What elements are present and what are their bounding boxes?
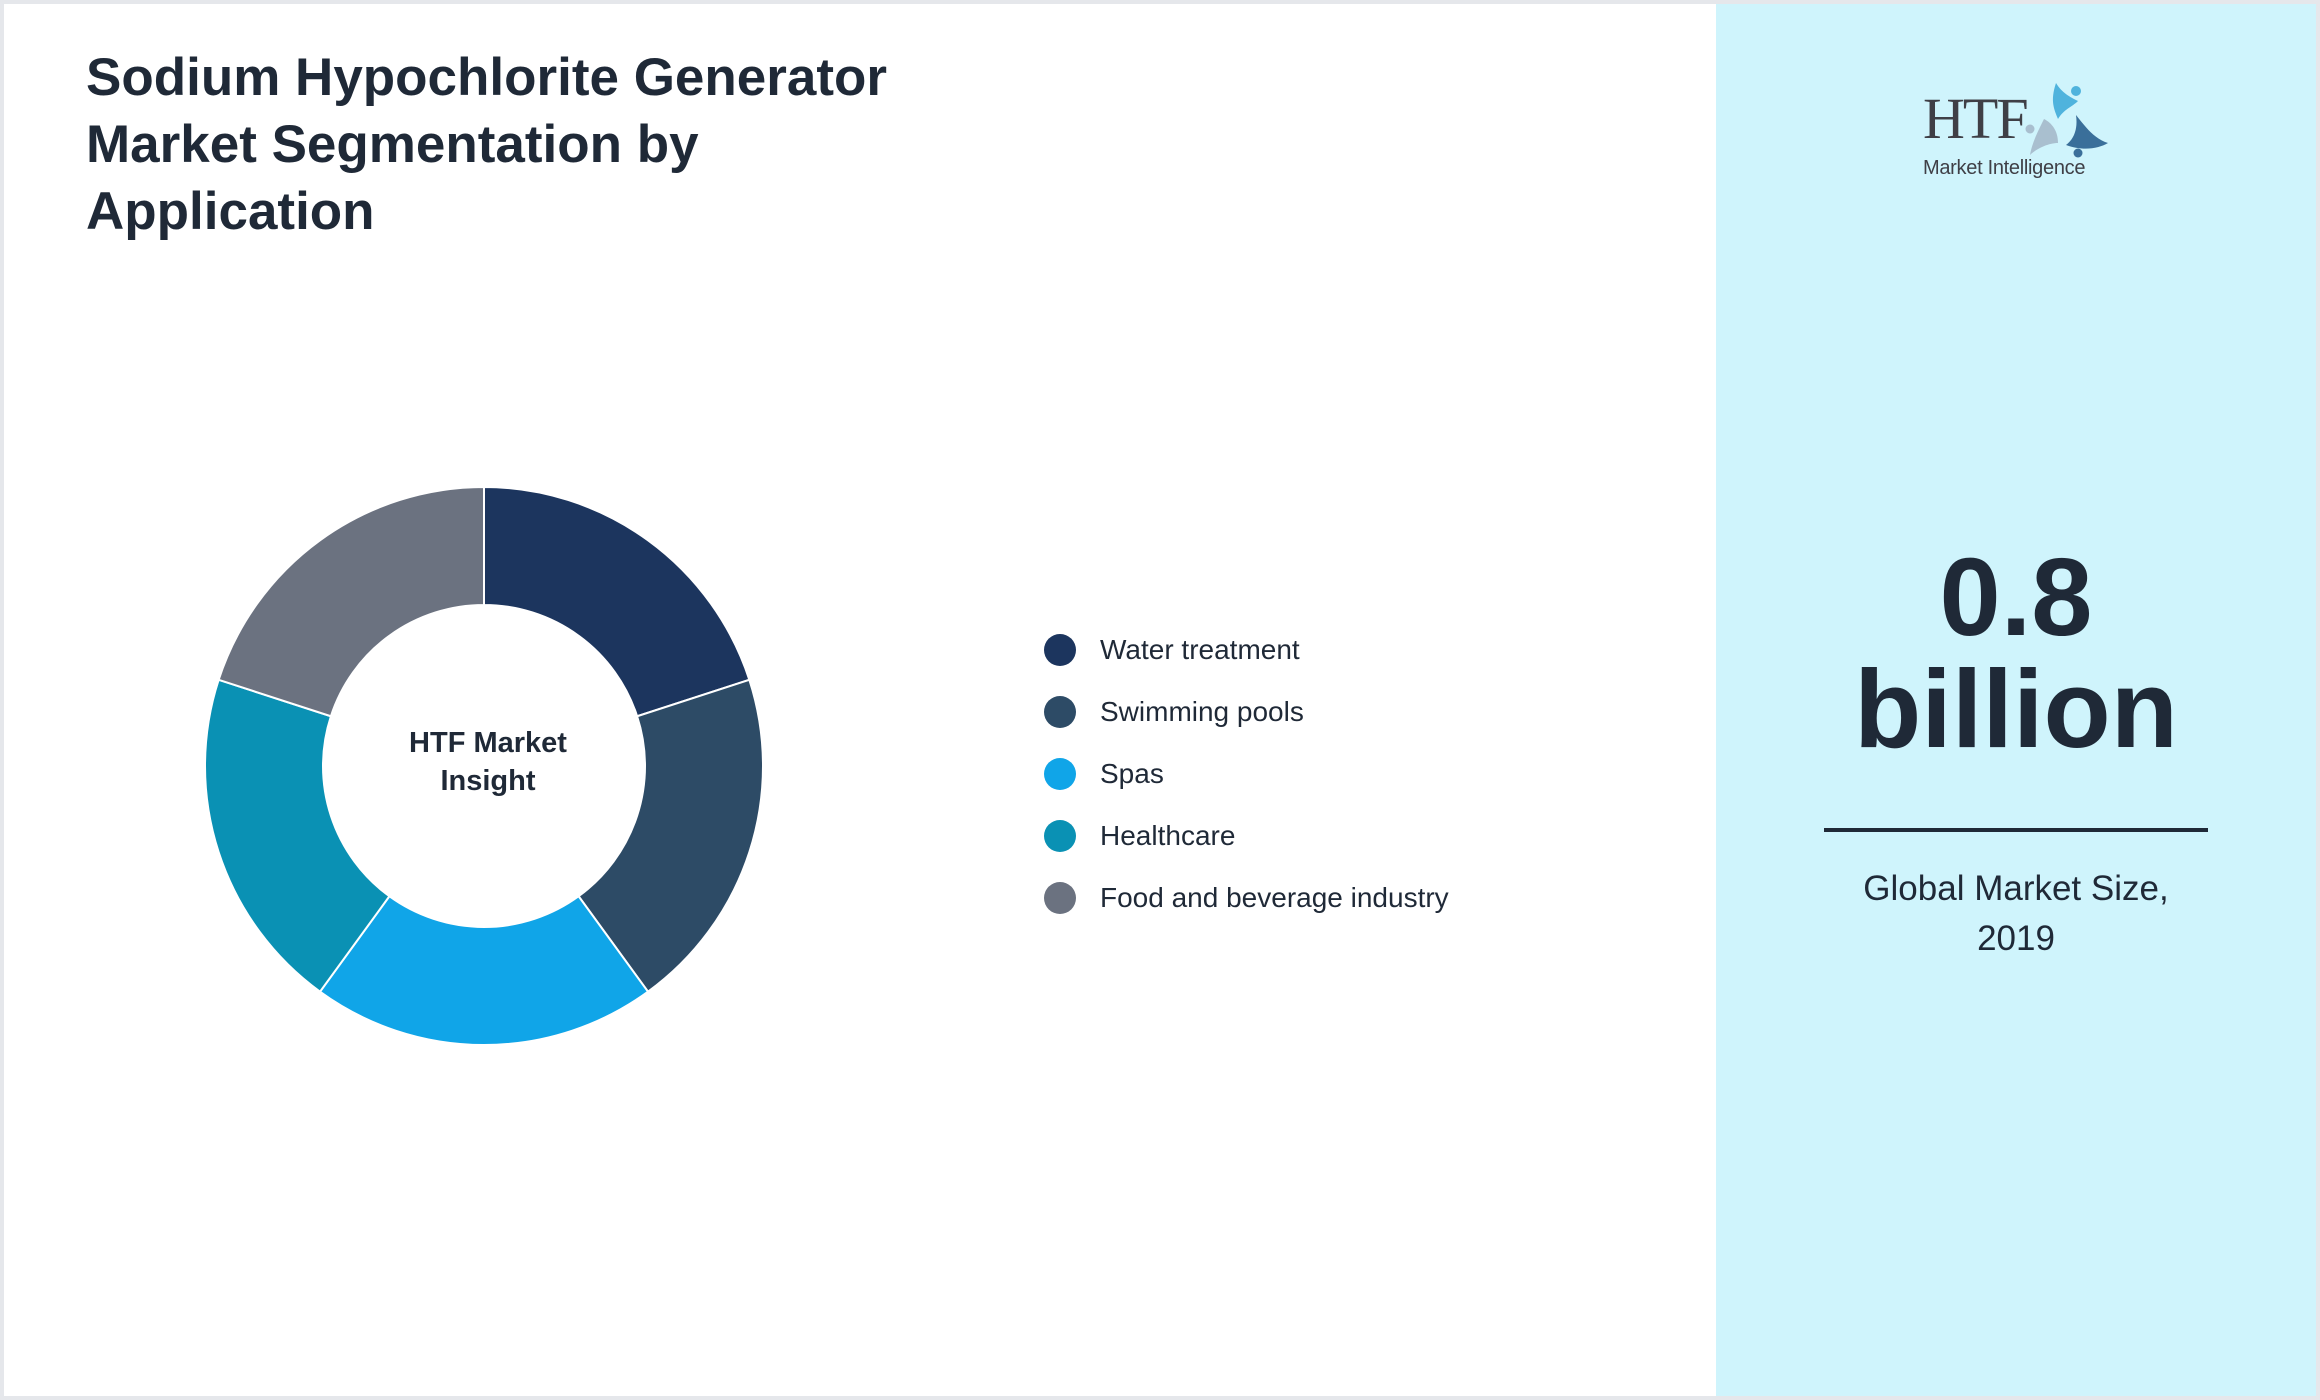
- donut-slice-food-and-beverage-industry: [217, 485, 485, 718]
- htf-logo: HTF Market Intelligence: [1923, 79, 2113, 189]
- donut-slice-spas: [318, 894, 650, 1046]
- logo-brand-text: HTF: [1923, 86, 2029, 151]
- legend-dot-icon: [1044, 696, 1076, 728]
- market-size-caption: Global Market Size, 2019: [1863, 869, 2169, 958]
- logo-tagline: Market Intelligence: [1923, 157, 2086, 179]
- legend-item: Healthcare: [1044, 805, 1449, 867]
- legend-item: Food and beverage industry: [1044, 867, 1449, 929]
- legend-dot-icon: [1044, 758, 1076, 790]
- legend-dot-icon: [1044, 882, 1076, 914]
- market-size-panel: HTF Market Intelligence 0.8 billion Globa…: [1716, 4, 2316, 1396]
- legend-item: Spas: [1044, 743, 1449, 805]
- donut-slice-swimming-pools: [577, 678, 764, 994]
- legend-label: Swimming pools: [1100, 696, 1304, 727]
- donut-slice-healthcare: [204, 678, 391, 994]
- legend-label: Food and beverage industry: [1100, 882, 1449, 913]
- market-size-value: 0.8 billion: [1854, 536, 2178, 771]
- donut-center-label: HTF Market Insight: [409, 727, 567, 797]
- divider: [1824, 828, 2208, 832]
- infographic-card: Sodium Hypochlorite Generator Market Seg…: [4, 4, 2316, 1396]
- chart-legend: Water treatment Swimming pools Spas Heal…: [1044, 619, 1449, 929]
- legend-label: Healthcare: [1100, 820, 1236, 851]
- legend-dot-icon: [1044, 820, 1076, 852]
- legend-dot-icon: [1044, 634, 1076, 666]
- donut-slice-water-treatment: [483, 485, 751, 718]
- logo-figures-icon: [2025, 83, 2108, 158]
- legend-item: Water treatment: [1044, 619, 1449, 681]
- donut-chart: [204, 485, 764, 1046]
- legend-item: Swimming pools: [1044, 681, 1449, 743]
- page-title: Sodium Hypochlorite Generator Market Seg…: [86, 48, 888, 241]
- legend-label: Spas: [1100, 758, 1164, 789]
- legend-label: Water treatment: [1100, 634, 1300, 665]
